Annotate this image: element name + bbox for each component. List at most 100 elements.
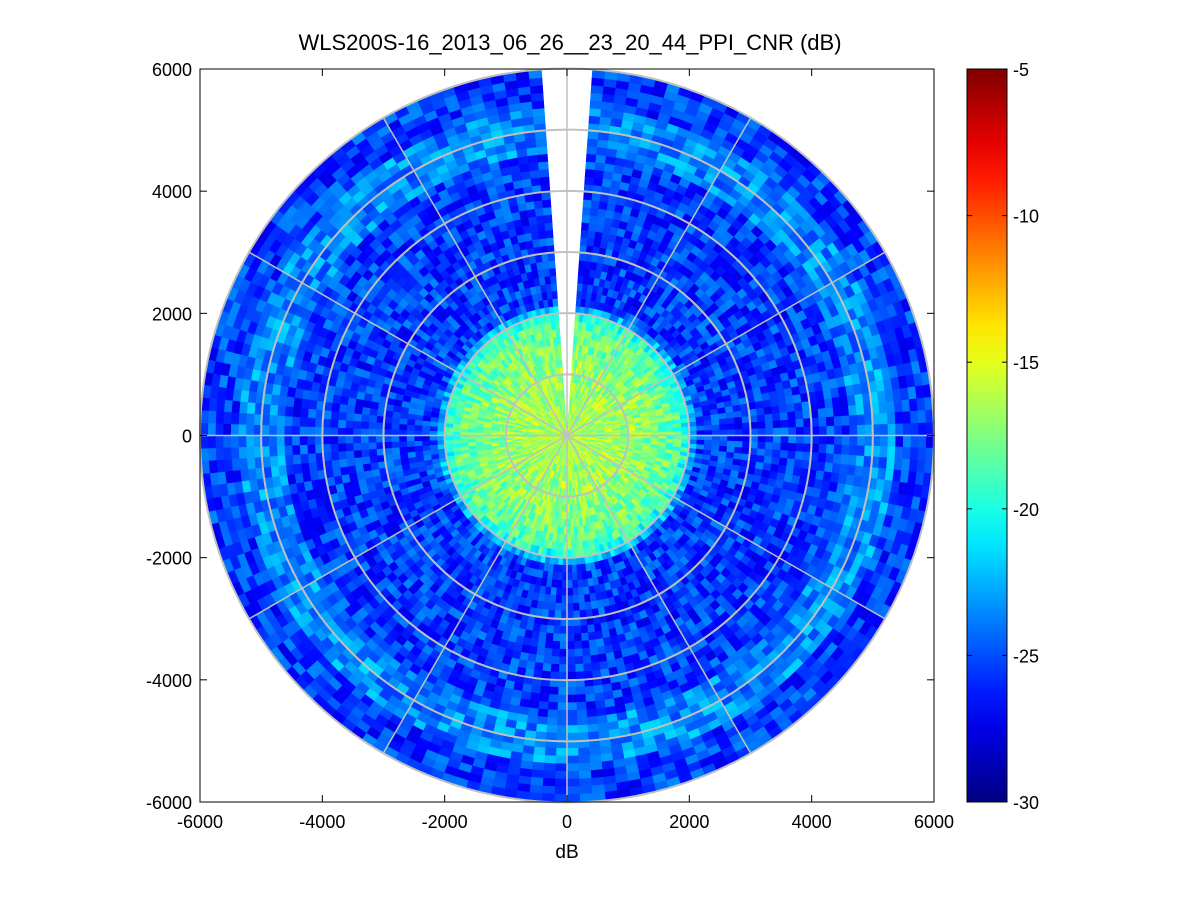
cnr-cell bbox=[718, 418, 728, 426]
cnr-cell bbox=[369, 461, 380, 471]
cnr-cell bbox=[406, 429, 415, 436]
cnr-cell bbox=[755, 407, 766, 416]
cnr-cell bbox=[780, 442, 789, 452]
cnr-cell bbox=[406, 435, 415, 442]
cnr-cell bbox=[572, 610, 581, 619]
cnr-cell bbox=[566, 625, 575, 635]
cnr-cell bbox=[558, 359, 563, 368]
cnr-cell bbox=[566, 603, 574, 612]
cnr-cell bbox=[399, 451, 409, 460]
cnr-cell bbox=[572, 595, 580, 604]
cnr-cell bbox=[711, 424, 721, 431]
cnr-cell bbox=[459, 438, 469, 444]
cnr-cell bbox=[573, 633, 582, 642]
cnr-cell bbox=[555, 328, 561, 338]
cnr-cell bbox=[559, 625, 568, 635]
cnr-cell bbox=[361, 406, 371, 416]
cnr-cell bbox=[571, 572, 578, 581]
cnr-cell bbox=[406, 440, 415, 448]
cnr-cell bbox=[577, 594, 585, 604]
cnr-cell bbox=[711, 429, 721, 436]
cnr-cell bbox=[360, 427, 369, 436]
cnr-cell bbox=[552, 633, 561, 642]
cnr-cell bbox=[368, 441, 377, 450]
cnr-cell bbox=[734, 441, 744, 449]
cnr-cell bbox=[695, 420, 705, 427]
cnr-cell bbox=[778, 404, 788, 414]
cnr-cell bbox=[406, 445, 416, 453]
cnr-cell bbox=[576, 579, 584, 589]
cnr-cell bbox=[576, 571, 583, 581]
cnr-cell bbox=[727, 429, 736, 436]
cnr-cell bbox=[398, 446, 408, 454]
cnr-cell bbox=[554, 595, 562, 604]
cnr-cell bbox=[703, 425, 713, 432]
cnr-cell bbox=[595, 638, 605, 648]
cnr-cell bbox=[555, 587, 562, 597]
cnr-cell bbox=[581, 214, 591, 224]
cnr-cell bbox=[552, 625, 561, 635]
cnr-cell bbox=[573, 625, 582, 635]
cnr-cell bbox=[556, 336, 561, 345]
cnr-cell bbox=[421, 425, 431, 432]
cnr-cell bbox=[733, 446, 743, 455]
cnr-cell bbox=[771, 456, 781, 466]
cnr-cell bbox=[549, 267, 557, 277]
cnr-cell bbox=[719, 435, 728, 442]
cnr-cell bbox=[545, 229, 554, 239]
cnr-cell bbox=[556, 572, 563, 581]
cnr-cell bbox=[360, 420, 370, 429]
cnr-cell bbox=[763, 455, 773, 465]
cnr-cell bbox=[554, 320, 560, 330]
cnr-cell bbox=[566, 587, 573, 597]
cnr-cell bbox=[557, 343, 562, 353]
cnr-cell bbox=[703, 420, 713, 427]
cnr-cell bbox=[413, 429, 423, 436]
cnr-cell bbox=[361, 455, 371, 465]
cnr-cell bbox=[548, 602, 556, 612]
cnr-cell bbox=[727, 435, 736, 442]
cnr-cell bbox=[586, 624, 596, 634]
cnr-cell bbox=[360, 442, 370, 451]
cnr-cell bbox=[772, 442, 782, 451]
cnr-cell bbox=[757, 428, 767, 436]
chart-title: WLS200S-16_2013_06_26__23_20_44_PPI_CNR … bbox=[298, 30, 842, 55]
cnr-cell bbox=[368, 421, 377, 430]
cnr-cell bbox=[390, 422, 400, 430]
cnr-cell bbox=[383, 428, 392, 436]
cnr-cell bbox=[414, 445, 423, 452]
cnr-cell bbox=[557, 564, 563, 574]
cnr-cell bbox=[367, 435, 377, 443]
cnr-cell bbox=[360, 449, 370, 458]
cnr-cell bbox=[367, 428, 377, 436]
cnr-cell bbox=[771, 449, 781, 459]
cnr-cell bbox=[779, 450, 789, 459]
cnr-cell bbox=[561, 580, 568, 589]
cnr-cell bbox=[553, 610, 562, 619]
cnr-cell bbox=[763, 406, 773, 416]
cnr-cell bbox=[566, 595, 574, 604]
cnr-cell bbox=[559, 641, 568, 650]
cnr-cell bbox=[566, 572, 573, 581]
cnr-cell bbox=[757, 441, 766, 450]
cnr-cell bbox=[421, 439, 431, 446]
cnr-cell bbox=[560, 610, 568, 620]
cnr-cell bbox=[352, 442, 362, 451]
cnr-cell bbox=[725, 411, 735, 420]
cnr-cell bbox=[733, 410, 743, 419]
cnr-cell bbox=[726, 417, 736, 425]
cnr-cell bbox=[544, 221, 553, 231]
cnr-cell bbox=[560, 374, 564, 383]
cnr-cell bbox=[703, 439, 713, 446]
cnr-cell bbox=[549, 275, 557, 284]
cnr-cell bbox=[762, 399, 772, 409]
cnr-cell bbox=[719, 440, 728, 448]
cnr-cell bbox=[754, 400, 765, 410]
cnr-cell bbox=[398, 435, 407, 442]
cnr-cell bbox=[780, 427, 790, 436]
cnr-cell bbox=[734, 429, 744, 436]
cnr-cell bbox=[726, 423, 736, 431]
cnr-cell bbox=[561, 587, 568, 597]
cnr-cell bbox=[566, 580, 573, 589]
cnr-cell bbox=[777, 396, 787, 407]
